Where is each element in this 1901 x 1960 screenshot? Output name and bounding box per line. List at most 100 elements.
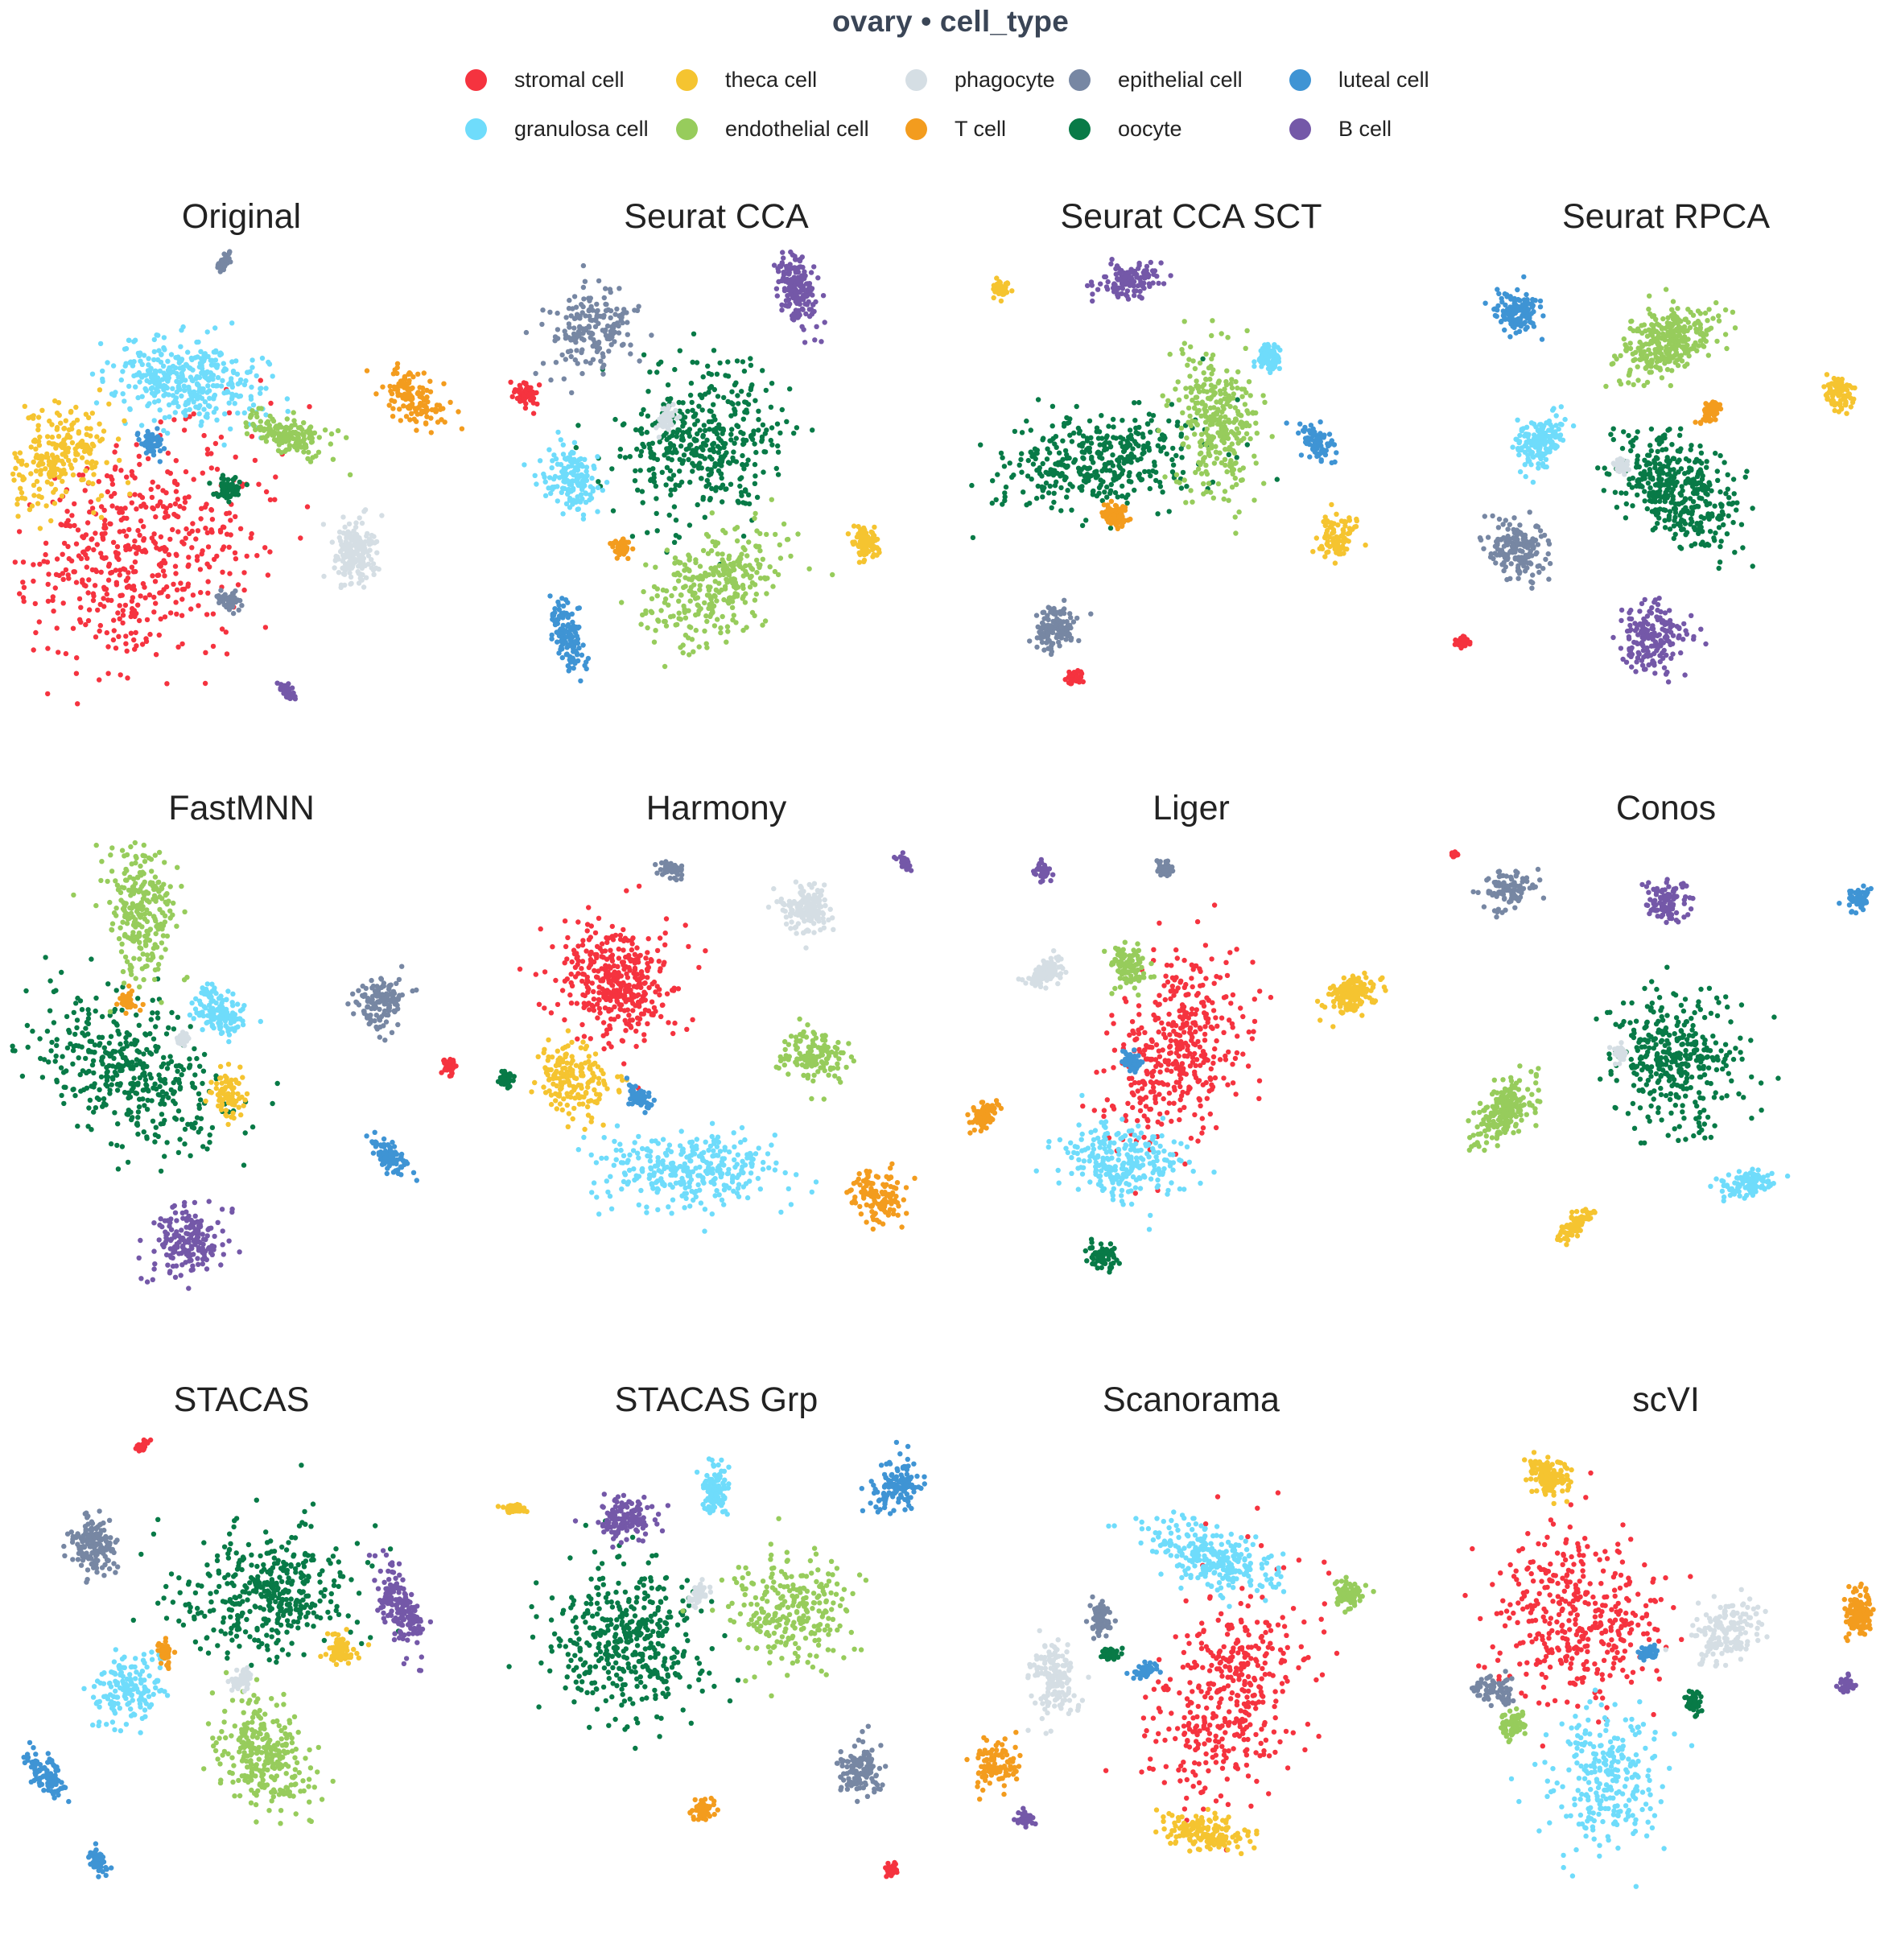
cell-point [196, 340, 200, 345]
cell-point [725, 359, 730, 364]
cell-point [747, 563, 752, 567]
cell-point [295, 448, 299, 452]
cell-point [687, 555, 692, 559]
cell-point [39, 495, 44, 500]
cell-point [1201, 481, 1206, 486]
cell-point [46, 571, 51, 576]
cell-point [348, 581, 353, 586]
cell-point [990, 501, 995, 505]
cell-point [1089, 455, 1094, 460]
cell-point [711, 348, 716, 353]
cell-point [1223, 415, 1227, 419]
cell-point [147, 371, 152, 376]
cell-point [186, 385, 191, 390]
cell-point [169, 352, 174, 357]
cell-point [1040, 640, 1045, 645]
cell-point [130, 469, 134, 474]
cell-point [123, 603, 128, 608]
cell-point [1085, 283, 1090, 288]
cell-point [995, 472, 1000, 477]
cell-point [165, 374, 170, 379]
cell-point [1036, 484, 1041, 489]
cell-point [769, 405, 773, 410]
cell-point [1332, 460, 1337, 464]
cell-point [1096, 491, 1101, 496]
cell-point [245, 554, 249, 559]
cell-point [693, 613, 698, 617]
cell-point [665, 419, 670, 423]
cell-point [1233, 433, 1238, 438]
cell-point [1115, 276, 1120, 281]
cell-point [52, 441, 56, 446]
cell-point [208, 507, 213, 512]
cell-point [720, 563, 725, 568]
cell-point [703, 571, 707, 576]
cell-point [1240, 477, 1245, 482]
cell-point [596, 321, 600, 326]
cell-point [550, 485, 555, 489]
cell-point [237, 480, 242, 485]
cell-point [573, 316, 578, 320]
cell-point [1064, 456, 1069, 460]
cell-point [1187, 373, 1192, 378]
cell-point [158, 501, 163, 505]
cell-point [1128, 267, 1133, 272]
cell-point [235, 411, 240, 415]
cell-point [165, 359, 170, 364]
cell-point [645, 389, 650, 394]
cell-point [664, 623, 669, 628]
cell-point [357, 515, 362, 520]
cell-point [23, 404, 27, 409]
cell-point [1109, 508, 1114, 513]
cell-point [1231, 391, 1236, 396]
cell-point [214, 365, 219, 369]
cell-point [534, 402, 539, 406]
cell-point [699, 395, 704, 400]
cell-point [196, 603, 200, 608]
cell-point [869, 530, 874, 534]
cell-point [153, 369, 158, 373]
cell-point [270, 429, 275, 434]
cell-point [1230, 386, 1235, 390]
cell-point [165, 431, 170, 435]
cell-point [76, 527, 80, 532]
cell-point [392, 385, 397, 390]
cell-point [1198, 439, 1202, 444]
cell-point [209, 358, 214, 363]
cell-point [669, 477, 674, 481]
cell-point [155, 485, 160, 489]
cell-point [233, 556, 238, 561]
cell-point [100, 369, 105, 373]
cell-point [362, 543, 367, 547]
cell-point [124, 475, 129, 480]
cell-point [182, 388, 187, 393]
cell-point [75, 701, 80, 706]
cell-point [1059, 471, 1064, 476]
cell-point [617, 454, 622, 459]
legend-swatch [676, 118, 698, 140]
cell-point [1148, 486, 1153, 491]
cell-point [689, 584, 694, 589]
cell-point [645, 414, 650, 419]
cell-point [781, 275, 786, 280]
cell-point [256, 482, 261, 487]
cell-point [1081, 433, 1086, 438]
cell-point [415, 372, 420, 377]
cell-point [263, 386, 268, 390]
cell-point [358, 572, 363, 577]
cell-point [1635, 493, 1639, 497]
cell-point [195, 554, 200, 559]
cell-point [162, 347, 167, 352]
cell-point [130, 501, 134, 505]
cell-point [41, 559, 46, 563]
cell-point [1162, 435, 1167, 440]
cell-point [128, 360, 133, 365]
cell-point [1223, 489, 1227, 493]
cell-point [1363, 543, 1367, 547]
cell-point [1109, 499, 1114, 504]
cell-point [678, 349, 682, 353]
cell-point [85, 432, 89, 437]
cell-point [39, 461, 43, 466]
cell-point [1125, 444, 1130, 449]
cell-point [106, 402, 111, 406]
